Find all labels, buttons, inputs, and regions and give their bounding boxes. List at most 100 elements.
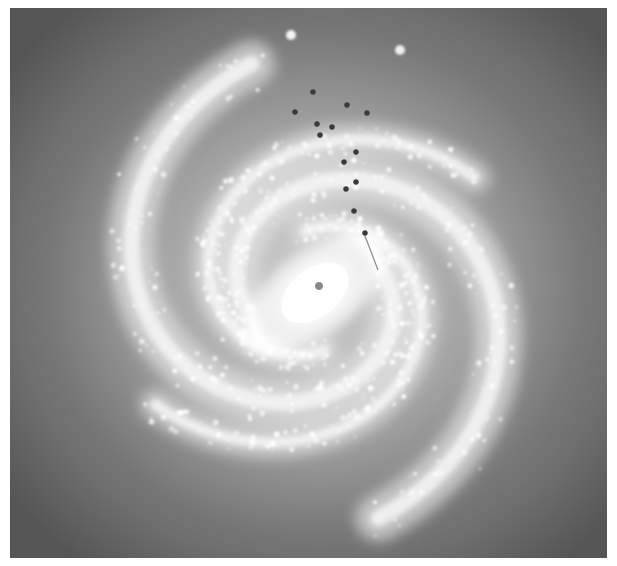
star-cluster (351, 157, 357, 163)
position-marker (351, 208, 357, 214)
star-cluster (417, 330, 422, 335)
star-cluster (375, 230, 382, 236)
star-cluster (222, 178, 229, 184)
star-cluster (251, 224, 257, 230)
star-cluster (399, 320, 405, 327)
star-cluster (404, 337, 407, 341)
star-cluster (513, 319, 516, 323)
star-cluster (489, 383, 495, 389)
star-cluster (227, 290, 232, 296)
star-cluster (253, 387, 257, 391)
star-cluster (393, 518, 397, 522)
position-marker (317, 132, 323, 138)
star-cluster (148, 418, 155, 425)
star-cluster (375, 127, 378, 130)
star-cluster (216, 313, 220, 318)
star-cluster (448, 246, 453, 252)
star-cluster (383, 239, 389, 246)
star-cluster (381, 349, 384, 352)
star-cluster (397, 382, 400, 385)
star-cluster (148, 280, 151, 283)
star-cluster (220, 372, 225, 378)
star-cluster (156, 311, 160, 315)
star-cluster (354, 172, 359, 177)
star-cluster (393, 352, 399, 357)
star-cluster (220, 318, 225, 323)
star-cluster (424, 284, 429, 290)
star-cluster (405, 320, 411, 326)
star-cluster (451, 206, 454, 209)
star-cluster (395, 146, 400, 150)
star-cluster (270, 352, 274, 356)
star-cluster (174, 131, 179, 136)
star-cluster (368, 226, 371, 229)
star-cluster (128, 223, 132, 227)
star-cluster (438, 470, 443, 475)
star-cluster (374, 400, 378, 404)
star-cluster (471, 373, 474, 376)
star-cluster (321, 402, 327, 408)
star-cluster (413, 471, 417, 476)
star-cluster (387, 255, 393, 261)
star-cluster (412, 342, 416, 346)
position-marker (292, 109, 298, 115)
star-cluster (391, 322, 397, 329)
star-cluster (217, 271, 223, 276)
star-cluster (386, 260, 392, 266)
star-cluster (336, 439, 340, 443)
star-cluster (140, 220, 144, 225)
star-cluster (243, 222, 247, 225)
star-cluster (399, 375, 402, 378)
star-cluster (366, 379, 370, 383)
star-cluster (216, 243, 220, 247)
star-cluster (380, 295, 383, 299)
star-cluster (493, 359, 497, 363)
star-cluster (323, 362, 327, 366)
star-cluster (388, 308, 392, 312)
star-cluster (409, 201, 413, 206)
star-cluster (205, 298, 209, 302)
star-cluster (282, 429, 288, 435)
star-cluster (133, 226, 137, 230)
star-cluster (415, 293, 419, 297)
star-cluster (245, 198, 248, 201)
star-cluster (470, 411, 472, 414)
star-cluster (222, 258, 225, 261)
star-cluster (321, 176, 324, 179)
star-cluster (470, 223, 475, 228)
star-cluster (217, 377, 221, 380)
star-cluster (239, 216, 246, 223)
star-cluster (240, 174, 247, 181)
position-marker (343, 186, 349, 192)
star-cluster (393, 204, 396, 207)
star-cluster (372, 377, 375, 381)
galaxy-image (10, 8, 607, 558)
star-cluster (467, 283, 473, 289)
star-cluster (478, 467, 482, 470)
star-cluster (138, 349, 142, 353)
star-cluster (380, 175, 384, 179)
star-cluster (373, 500, 378, 505)
position-marker (314, 121, 320, 127)
star-cluster (311, 191, 317, 198)
star-cluster (219, 185, 224, 190)
star-cluster (244, 244, 250, 251)
star-cluster (194, 351, 200, 356)
center-marker (315, 282, 323, 290)
star-cluster (235, 258, 237, 261)
star-cluster (304, 424, 307, 428)
spiral-arm-1 (123, 55, 402, 411)
star-cluster (251, 378, 254, 381)
star-cluster (310, 197, 316, 203)
star-cluster (394, 254, 399, 259)
star-cluster (394, 273, 396, 276)
star-cluster (420, 298, 427, 305)
star-cluster (228, 177, 235, 184)
star-cluster (143, 304, 147, 307)
star-cluster (427, 164, 432, 169)
star-cluster (170, 103, 173, 106)
star-cluster (417, 266, 420, 269)
star-cluster (242, 188, 249, 195)
star-cluster (190, 376, 196, 382)
star-cluster (404, 340, 409, 345)
